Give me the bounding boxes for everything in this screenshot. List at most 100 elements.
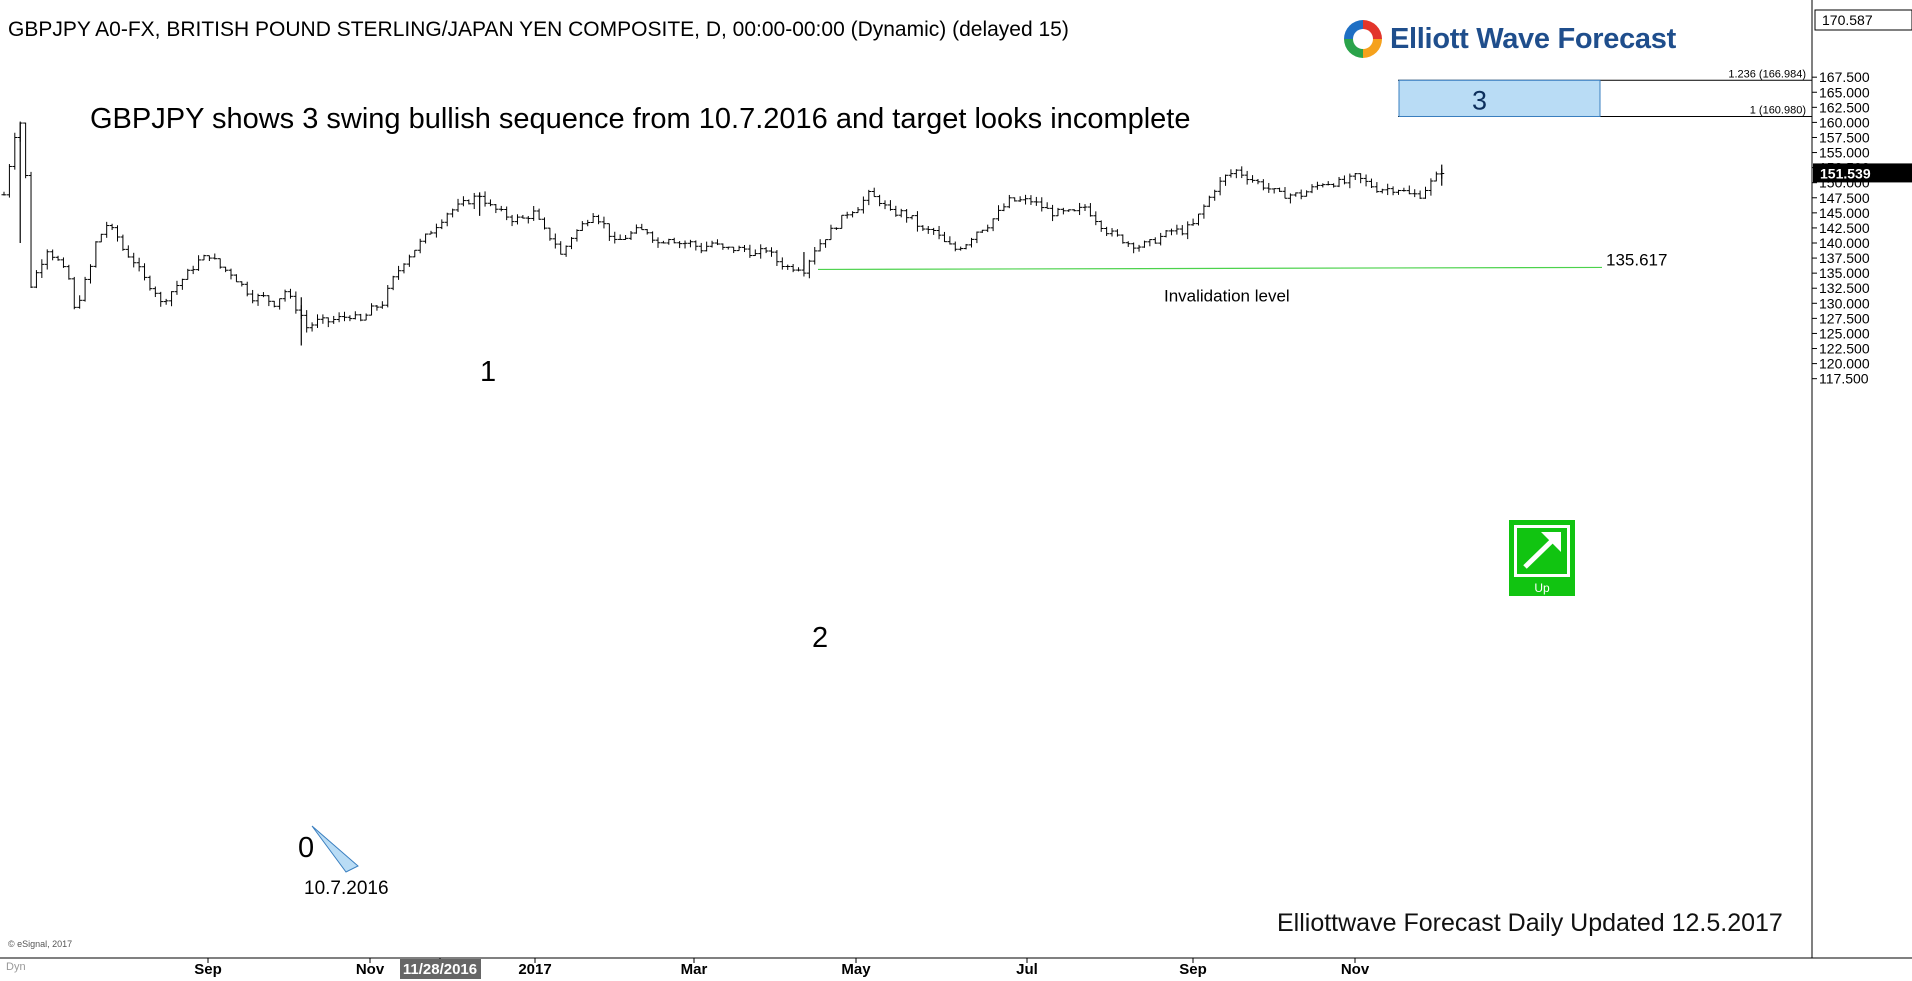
- ohlc-bar: [1395, 189, 1401, 195]
- ohlc-bar: [758, 244, 764, 259]
- ohlc-bar: [736, 245, 742, 252]
- x-tick-label: Jul: [1016, 961, 1038, 978]
- ohlc-bar: [282, 289, 288, 302]
- ohlc-bar: [1223, 174, 1229, 186]
- ohlc-bar: [1244, 170, 1250, 185]
- ohlc-bar: [493, 204, 499, 214]
- y-tick-label: 147.500: [1819, 190, 1870, 206]
- ohlc-bar: [498, 205, 504, 212]
- target-wave-label: 3: [1472, 85, 1487, 115]
- ohlc-bar: [769, 247, 775, 257]
- ohlc-bar: [228, 268, 234, 280]
- ohlc-bar: [720, 243, 726, 250]
- ohlc-bar: [460, 196, 466, 207]
- ohlc-bar: [1201, 204, 1207, 219]
- ohlc-bar: [590, 213, 596, 224]
- wave-0-date: 10.7.2016: [304, 878, 389, 899]
- target-upper-label: 1.236 (166.984): [1728, 68, 1806, 80]
- ohlc-bar: [147, 275, 153, 291]
- top-value-label: 170.587: [1822, 12, 1873, 28]
- ohlc-bar: [266, 295, 272, 307]
- ohlc-bar: [920, 225, 926, 231]
- dynamic-mode-label[interactable]: Dyn: [6, 961, 26, 973]
- y-tick-label: 145.000: [1819, 205, 1870, 221]
- ohlc-bar: [287, 288, 293, 299]
- ohlc-bar: [655, 237, 661, 248]
- y-tick-label: 120.000: [1819, 356, 1870, 372]
- y-tick-label: 157.500: [1819, 129, 1870, 145]
- ohlc-bar: [379, 301, 385, 309]
- ohlc-bar: [39, 259, 45, 278]
- ohlc-bar: [1352, 173, 1358, 181]
- ohlc-bar: [1087, 203, 1093, 217]
- ohlc-bar: [104, 221, 110, 238]
- invalidation-label: Invalidation level: [1164, 286, 1290, 305]
- ohlc-bar: [250, 289, 256, 304]
- ohlc-bar: [1374, 182, 1380, 193]
- ohlc-bar: [1060, 207, 1066, 215]
- ohlc-bar: [639, 223, 645, 231]
- ohlc-bar: [1066, 209, 1072, 212]
- up-icon-label: Up: [1534, 581, 1550, 595]
- ohlc-bar: [823, 239, 829, 248]
- x-tick-label: Mar: [681, 961, 708, 978]
- ohlc-bar: [55, 255, 61, 261]
- ohlc-bar: [277, 298, 283, 310]
- ohlc-bar: [687, 239, 693, 248]
- ohlc-bar: [1309, 184, 1315, 194]
- ohlc-bar: [741, 244, 747, 253]
- current-price-label: 151.539: [1820, 165, 1871, 181]
- ohlc-bar: [1417, 190, 1423, 199]
- ohlc-bar: [833, 227, 839, 230]
- ohlc-bar: [28, 171, 34, 288]
- ohlc-bar: [887, 200, 893, 211]
- y-tick-label: 132.500: [1819, 280, 1870, 296]
- ohlc-bar: [914, 211, 920, 232]
- ohlc-bar: [709, 240, 715, 248]
- y-tick-label: 142.500: [1819, 220, 1870, 236]
- ohlc-bar: [839, 214, 845, 229]
- footer-update-text: Elliottwave Forecast Daily Updated 12.5.…: [1277, 909, 1783, 937]
- ohlc-bar: [1028, 195, 1034, 205]
- ohlc-bar: [850, 211, 856, 218]
- ohlc-bar: [704, 241, 710, 252]
- ohlc-bar: [363, 313, 369, 321]
- ohlc-bar: [142, 263, 148, 281]
- y-tick-label: 140.000: [1819, 235, 1870, 251]
- ohlc-bar: [169, 291, 175, 307]
- top-value-box: [1814, 9, 1912, 31]
- ohlc-bar: [1141, 240, 1147, 248]
- ohlc-bar: [239, 281, 245, 287]
- ohlc-bar: [433, 223, 439, 238]
- ohlc-bar: [1277, 187, 1283, 193]
- ohlc-bar: [1104, 226, 1110, 237]
- ohlc-bar: [6, 164, 12, 198]
- ohlc-bar: [904, 209, 910, 223]
- ohlc-bar: [1298, 189, 1304, 200]
- ohlc-bar: [1044, 202, 1050, 209]
- ohlc-bar: [1401, 187, 1407, 192]
- ohlc-bar: [1379, 188, 1385, 194]
- ohlc-bar: [693, 240, 699, 251]
- ohlc-bar: [1082, 204, 1088, 212]
- ohlc-bar: [201, 254, 207, 261]
- ohlc-bar: [963, 243, 969, 250]
- ohlc-bar: [1206, 195, 1212, 208]
- ohlc-bar: [1347, 173, 1353, 189]
- ohlc-bar: [1131, 242, 1137, 254]
- ohlc-bar: [131, 252, 137, 268]
- ohlc-bar: [817, 239, 823, 252]
- ohlc-bar: [482, 191, 488, 207]
- ohlc-bar: [666, 238, 672, 245]
- ohlc-bar: [406, 254, 412, 267]
- y-tick-label: 162.500: [1819, 99, 1870, 115]
- logo-icon: [1344, 20, 1382, 58]
- ohlc-bar: [439, 219, 445, 230]
- ohlc-bar: [747, 244, 753, 258]
- ohlc-bar: [898, 208, 904, 218]
- ohlc-bar: [1093, 211, 1099, 226]
- ohlc-bar: [601, 216, 607, 229]
- ohlc-bar: [828, 224, 834, 241]
- ohlc-bar: [196, 255, 202, 271]
